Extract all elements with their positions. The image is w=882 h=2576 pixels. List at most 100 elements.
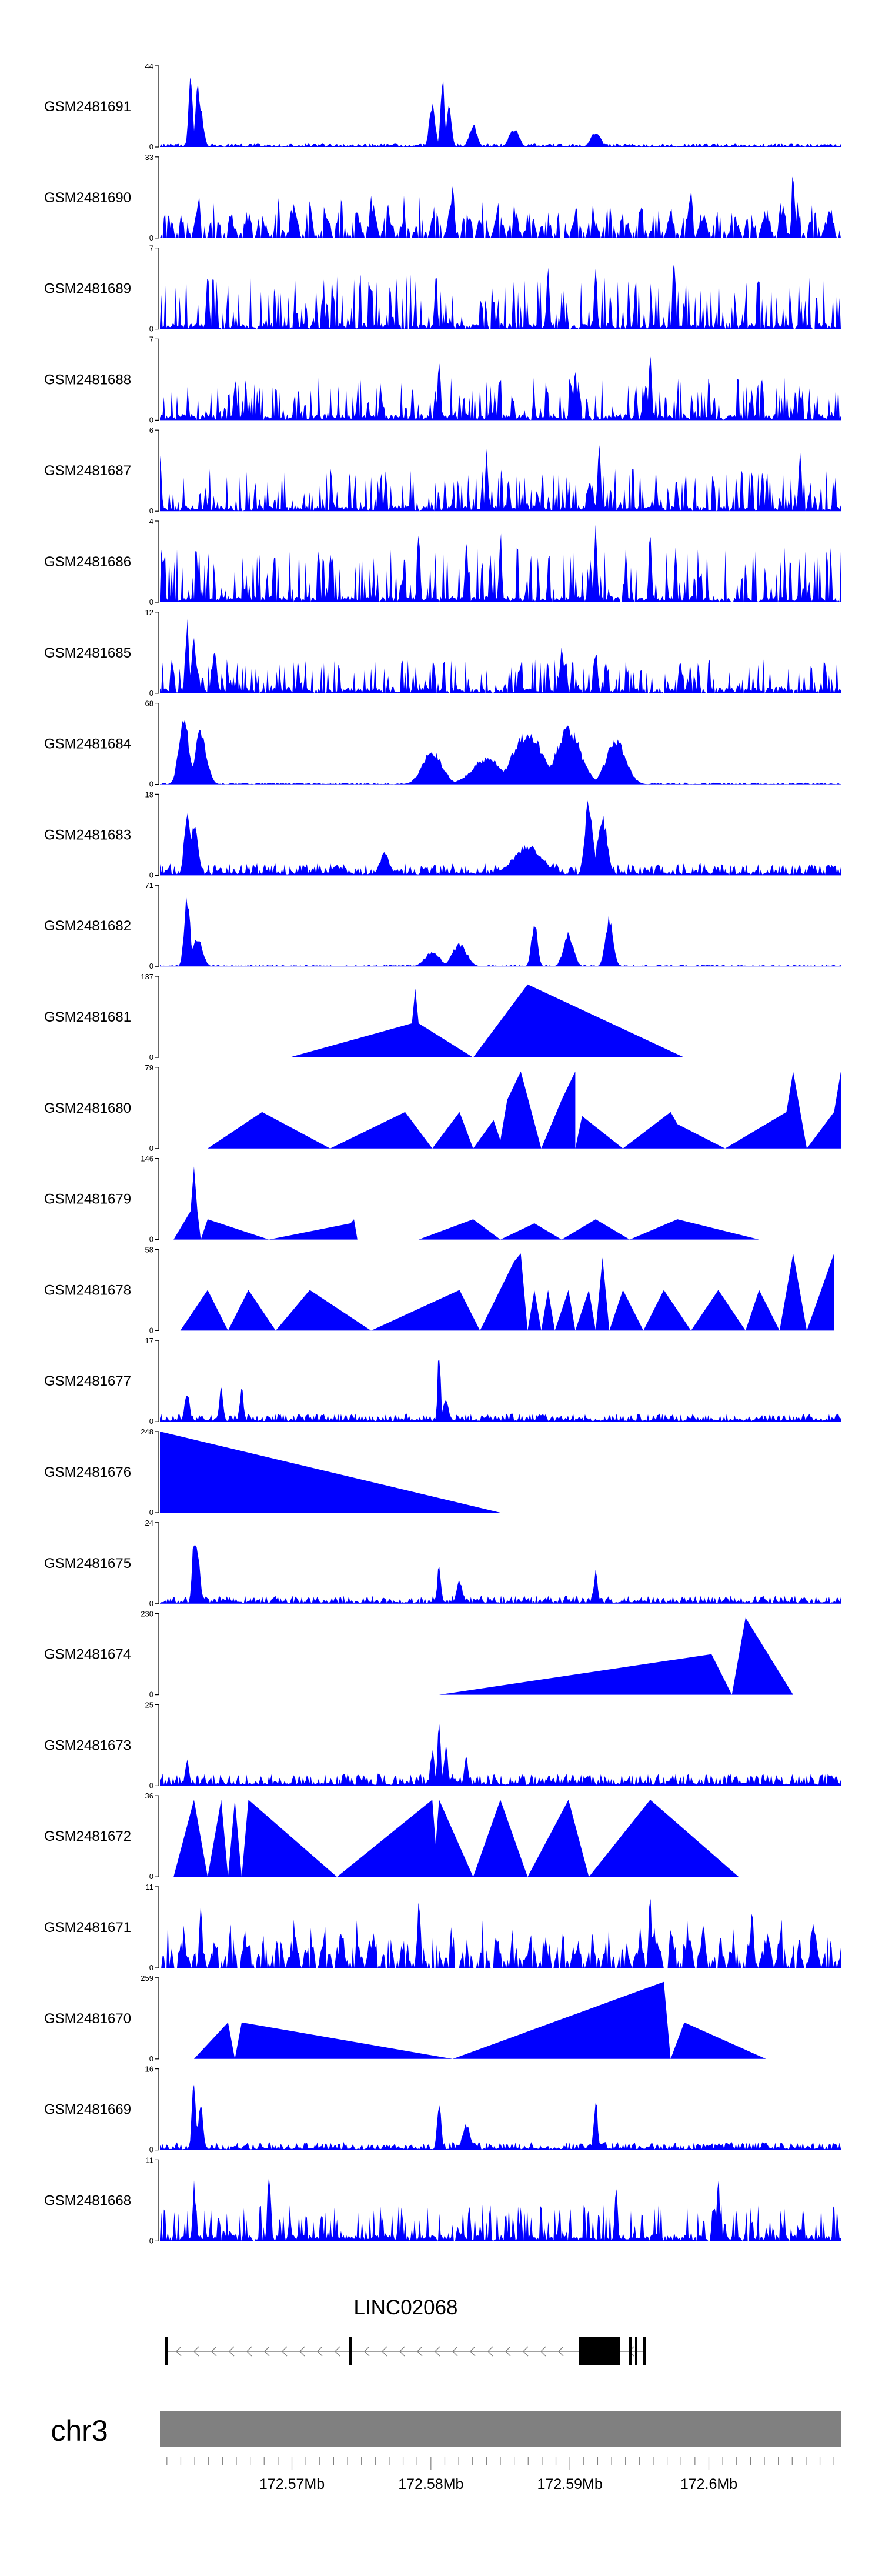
strand-arrow (558, 2346, 564, 2357)
strand-arrow (399, 2346, 405, 2357)
strand-arrow (229, 2346, 235, 2357)
track-GSM2481677: GSM2481677 17 0 (44, 1336, 841, 1426)
track-GSM2481680: GSM2481680 79 0 (44, 1063, 841, 1153)
strand-arrow (299, 2346, 305, 2357)
track-label: GSM2481680 (44, 1100, 131, 1116)
strand-arrow (505, 2346, 511, 2357)
strand-arrow (193, 2346, 199, 2357)
coverage-area (289, 984, 684, 1057)
track-GSM2481684: GSM2481684 68 0 (44, 699, 841, 789)
strand-arrow (452, 2346, 458, 2357)
y-max-label: 7 (149, 244, 153, 253)
coverage-area (160, 1724, 841, 1786)
y-zero-label: 0 (149, 2054, 153, 2063)
track-label: GSM2481688 (44, 372, 131, 388)
coverage-area (160, 719, 841, 785)
coverage-area (160, 1432, 500, 1513)
track-GSM2481675: GSM2481675 24 0 (44, 1519, 841, 1608)
track-label: GSM2481679 (44, 1192, 131, 1207)
axis-tick-label: 172.57Mb (259, 2476, 325, 2492)
strand-arrow (470, 2346, 476, 2357)
strand-arrow (382, 2346, 387, 2357)
y-max-label: 248 (141, 1427, 153, 1436)
coverage-area (193, 1981, 766, 2059)
y-zero-label: 0 (149, 415, 153, 424)
track-label: GSM2481668 (44, 2193, 131, 2208)
y-max-label: 18 (145, 790, 153, 799)
track-label: GSM2481673 (44, 1737, 131, 1753)
track-GSM2481671: GSM2481671 11 0 (44, 1883, 841, 1972)
coverage-area (160, 356, 841, 421)
track-label: GSM2481689 (44, 281, 131, 297)
track-label: GSM2481691 (44, 99, 131, 115)
strand-arrow (335, 2346, 340, 2357)
y-zero-label: 0 (149, 1690, 153, 1699)
strand-arrow (282, 2346, 288, 2357)
track-label: GSM2481687 (44, 463, 131, 479)
y-max-label: 7 (149, 335, 153, 343)
strand-arrow (246, 2346, 252, 2357)
exon (643, 2337, 646, 2365)
y-zero-label: 0 (149, 870, 153, 879)
y-zero-label: 0 (149, 1053, 153, 1062)
chromosome-ideogram: chr3 172.57Mb 172.58Mb 172.59Mb 172.6Mb (51, 2411, 841, 2492)
gene-model (165, 2337, 646, 2365)
y-max-label: 4 (149, 517, 153, 526)
coverage-area (208, 1071, 841, 1149)
y-max-label: 71 (145, 881, 153, 890)
y-zero-label: 0 (149, 1326, 153, 1334)
y-max-label: 33 (145, 153, 153, 162)
track-GSM2481669: GSM2481669 16 0 (44, 2065, 841, 2154)
y-zero-label: 0 (149, 1144, 153, 1153)
strand-arrow (211, 2346, 217, 2357)
track-GSM2481690: GSM2481690 33 0 (44, 153, 841, 242)
chromosome-bar (160, 2411, 841, 2447)
strand-arrow (540, 2346, 546, 2357)
track-label: GSM2481669 (44, 2102, 131, 2118)
y-zero-label: 0 (149, 1963, 153, 1972)
y-zero-label: 0 (149, 233, 153, 242)
strand-arrow (264, 2346, 270, 2357)
y-max-label: 137 (141, 972, 153, 981)
track-label: GSM2481683 (44, 827, 131, 843)
y-zero-label: 0 (149, 1417, 153, 1426)
track-GSM2481691: GSM2481691 44 0 (44, 62, 841, 151)
data-tracks: GSM2481691440GSM2481690330GSM248168970GS… (44, 62, 841, 2245)
y-max-label: 24 (145, 1519, 153, 1527)
gene-track: LINC02068 (165, 2296, 646, 2365)
exon (349, 2337, 352, 2365)
exon (635, 2337, 637, 2365)
coverage-area (160, 895, 841, 967)
track-GSM2481668: GSM2481668 11 0 (44, 2155, 841, 2245)
track-label: GSM2481672 (44, 1828, 131, 1844)
coverage-area (160, 800, 841, 876)
gene-label: LINC02068 (353, 2296, 457, 2319)
track-GSM2481686: GSM2481686 4 0 (44, 517, 841, 606)
track-GSM2481678: GSM2481678 58 0 (44, 1245, 834, 1334)
coverage-area (160, 445, 841, 512)
strand-arrow (317, 2346, 323, 2357)
y-zero-label: 0 (149, 1599, 153, 1608)
y-zero-label: 0 (149, 325, 153, 333)
coverage-area (160, 525, 841, 602)
exon (579, 2337, 620, 2365)
track-label: GSM2481684 (44, 736, 131, 752)
strand-arrow (435, 2346, 440, 2357)
y-max-label: 68 (145, 699, 153, 708)
y-zero-label: 0 (149, 1781, 153, 1790)
track-label: GSM2481676 (44, 1464, 131, 1480)
y-max-label: 146 (141, 1154, 153, 1163)
coverage-area (180, 1253, 834, 1331)
y-max-label: 44 (145, 62, 153, 71)
y-zero-label: 0 (149, 689, 153, 698)
track-GSM2481670: GSM2481670 259 0 (44, 1974, 766, 2063)
exon (165, 2337, 168, 2365)
track-GSM2481682: GSM2481682 71 0 (44, 881, 841, 970)
y-max-label: 58 (145, 1245, 153, 1254)
track-GSM2481683: GSM2481683 18 0 (44, 790, 841, 879)
axis-tick-label: 172.6Mb (680, 2476, 737, 2492)
y-zero-label: 0 (149, 506, 153, 515)
y-zero-label: 0 (149, 2145, 153, 2154)
y-zero-label: 0 (149, 1872, 153, 1881)
coverage-area (160, 1545, 841, 1604)
